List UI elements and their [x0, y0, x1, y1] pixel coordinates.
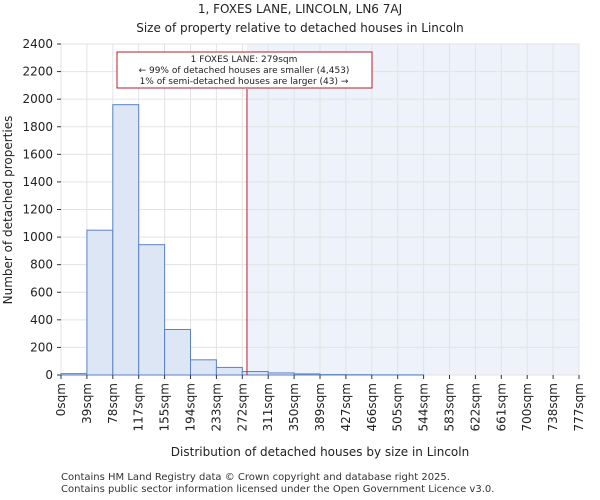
y-tick-label: 1600 [22, 147, 53, 161]
bar [164, 328, 192, 376]
bar [190, 359, 217, 376]
x-tick-label: 738sqm [546, 383, 560, 431]
x-tick-label: 427sqm [339, 383, 353, 431]
y-tick-label: 2400 [22, 37, 53, 51]
y-tick-label: 800 [30, 258, 53, 272]
y-tick-label: 200 [30, 340, 53, 354]
y-tick-label: 1000 [22, 230, 53, 244]
x-tick-label: 233sqm [209, 383, 223, 431]
x-tick-label: 583sqm [443, 383, 457, 431]
annotation-box: 1 FOXES LANE: 279sqm ← 99% of detached h… [116, 51, 373, 89]
x-tick-label: 272sqm [235, 383, 249, 431]
annotation-line2: ← 99% of detached houses are smaller (4,… [139, 66, 350, 76]
x-tick-label: 700sqm [520, 383, 534, 431]
x-tick-label: 78sqm [106, 383, 120, 424]
x-tick-label: 661sqm [494, 383, 508, 431]
x-tick-label: 0sqm [54, 383, 68, 416]
y-tick-label: 1400 [22, 175, 53, 189]
y-tick-label: 1200 [22, 203, 53, 217]
bar [138, 244, 166, 376]
x-tick-label: 39sqm [80, 383, 94, 424]
footer-line2: Contains public sector information licen… [61, 484, 495, 495]
bars [60, 104, 425, 376]
bar [112, 104, 140, 376]
y-tick-label: 0 [45, 368, 53, 382]
x-tick-label: 777sqm [572, 383, 586, 431]
x-axis-label: Distribution of detached houses by size … [171, 445, 469, 459]
bar [267, 372, 295, 376]
x-tick-label: 350sqm [287, 383, 301, 431]
x-tick-label: 311sqm [261, 383, 275, 431]
x-tick-label: 466sqm [365, 383, 379, 431]
x-tick-label: 622sqm [468, 383, 482, 431]
y-tick-label: 400 [30, 313, 53, 327]
bar [60, 373, 88, 376]
y-axis: 0 200 400 600 800 1000 1200 1400 1600 1800 2000 220… [22, 37, 61, 382]
bar [215, 366, 243, 376]
chart-title: 1, FOXES LANE, LINCOLN, LN6 7AJ [198, 2, 402, 16]
x-tick-label: 544sqm [417, 383, 431, 431]
annotation-line1: 1 FOXES LANE: 279sqm [191, 55, 298, 65]
bar [241, 371, 269, 376]
bar [293, 373, 321, 376]
x-tick-label: 155sqm [158, 383, 172, 431]
x-tick-label: 194sqm [184, 383, 198, 431]
chart-subtitle: Size of property relative to detached ho… [136, 21, 464, 35]
annotation-line3: 1% of semi-detached houses are larger (4… [140, 77, 349, 87]
y-tick-label: 2000 [22, 92, 53, 106]
bar [86, 229, 114, 376]
x-tick-label: 505sqm [391, 383, 405, 431]
x-axis: 0sqm 39sqm 78sqm 117sqm 155sqm 194sqm 233sqm 27… [54, 375, 586, 431]
y-tick-label: 1800 [22, 120, 53, 134]
y-axis-label: Number of detached properties [1, 116, 15, 305]
x-tick-label: 389sqm [313, 383, 327, 431]
footer-line1: Contains HM Land Registry data © Crown c… [61, 472, 450, 483]
y-tick-label: 2200 [22, 65, 53, 79]
y-tick-label: 600 [30, 285, 53, 299]
x-tick-label: 117sqm [132, 383, 146, 431]
